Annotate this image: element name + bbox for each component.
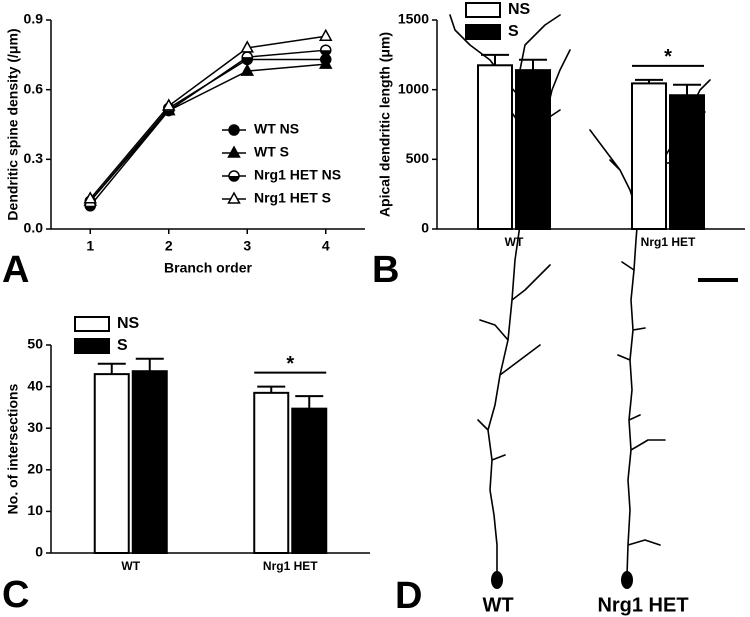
soma-het	[621, 571, 633, 589]
soma-wt	[491, 571, 503, 589]
neuron-label: Nrg1 HET	[597, 594, 688, 616]
x-tick-label: WT	[505, 235, 524, 249]
legend-swatch	[465, 24, 501, 40]
marker-half	[85, 205, 96, 211]
x-tick-label: WT	[121, 559, 140, 573]
panel-d: D WT Nrg1 HET	[395, 14, 738, 617]
legend-label: NS	[117, 315, 140, 332]
legend-marker	[228, 124, 240, 136]
legend-marker	[227, 191, 241, 204]
panel-letter: D	[395, 575, 422, 617]
legend-label: WT NS	[254, 121, 299, 137]
y-tick-label: 0	[421, 220, 429, 236]
x-tick-label: Nrg1 HET	[641, 235, 696, 249]
x-tick-label: 2	[165, 238, 173, 254]
panel: 0 500 1000 1500 Apical dendritic length (μm)…	[372, 1, 745, 291]
marker	[83, 191, 98, 204]
bar	[93, 373, 130, 554]
marker-half	[320, 50, 331, 56]
marker-half	[242, 57, 253, 63]
bar	[131, 370, 168, 555]
x-tick-label: 4	[322, 238, 330, 254]
y-tick-label: 0	[35, 544, 43, 560]
y-tick-label: 1000	[398, 80, 429, 96]
bar	[291, 407, 328, 555]
marker	[240, 40, 255, 53]
legend-swatch	[74, 316, 110, 332]
legend-label: NS	[508, 1, 531, 18]
significance-label: *	[286, 353, 294, 375]
panel-letter: B	[372, 249, 399, 291]
legend-label: S	[117, 337, 128, 354]
marker	[318, 28, 333, 42]
y-tick-label: 0.9	[24, 11, 44, 27]
bar	[253, 391, 290, 554]
y-axis-label: Apical dendritic length (μm)	[377, 32, 393, 217]
series-line	[89, 49, 326, 207]
legend-label: Nrg1 HET NS	[254, 167, 341, 183]
significance-label: *	[664, 46, 672, 68]
y-tick-label: 0.0	[24, 220, 44, 236]
y-tick-label: 40	[27, 377, 43, 393]
bar	[669, 94, 705, 230]
y-tick-label: 50	[27, 336, 43, 352]
y-tick-label: 1500	[398, 11, 429, 27]
marker	[318, 56, 333, 69]
y-tick-label: 10	[27, 502, 43, 518]
y-tick-label: 0.3	[24, 150, 44, 166]
y-tick-label: 20	[27, 461, 43, 477]
x-tick-label: Nrg1 HET	[263, 559, 318, 573]
x-tick-label: 3	[243, 238, 251, 254]
panel: 0 10 20 30 40 50 No. of intersections C WT Nrg1 H…	[2, 315, 370, 616]
bar	[631, 82, 667, 230]
panel-letter: C	[2, 574, 29, 616]
y-tick-label: 500	[406, 150, 430, 166]
series-line	[89, 35, 326, 200]
marker	[240, 63, 255, 76]
bar	[477, 64, 513, 230]
legend-label: S	[508, 23, 519, 40]
neuron-label: WT	[482, 594, 513, 616]
bar	[515, 69, 551, 230]
legend-swatch	[465, 2, 501, 18]
legend-label: WT S	[254, 144, 289, 160]
y-tick-label: 30	[27, 419, 43, 435]
panel-letter: A	[2, 249, 29, 291]
y-axis-label: No. of intersections	[5, 383, 21, 514]
legend-swatch	[74, 338, 110, 354]
x-tick-label: 1	[86, 238, 94, 254]
series-line	[89, 63, 326, 202]
y-axis-label: Dendritic spine density (/μm)	[5, 28, 21, 220]
marker-half	[229, 176, 239, 181]
y-tick-label: 0.6	[24, 80, 44, 96]
x-axis-label: Branch order	[164, 260, 252, 276]
legend-marker	[227, 145, 241, 158]
marker-half	[163, 110, 174, 116]
marker	[161, 98, 176, 111]
legend-label: Nrg1 HET S	[254, 190, 331, 206]
